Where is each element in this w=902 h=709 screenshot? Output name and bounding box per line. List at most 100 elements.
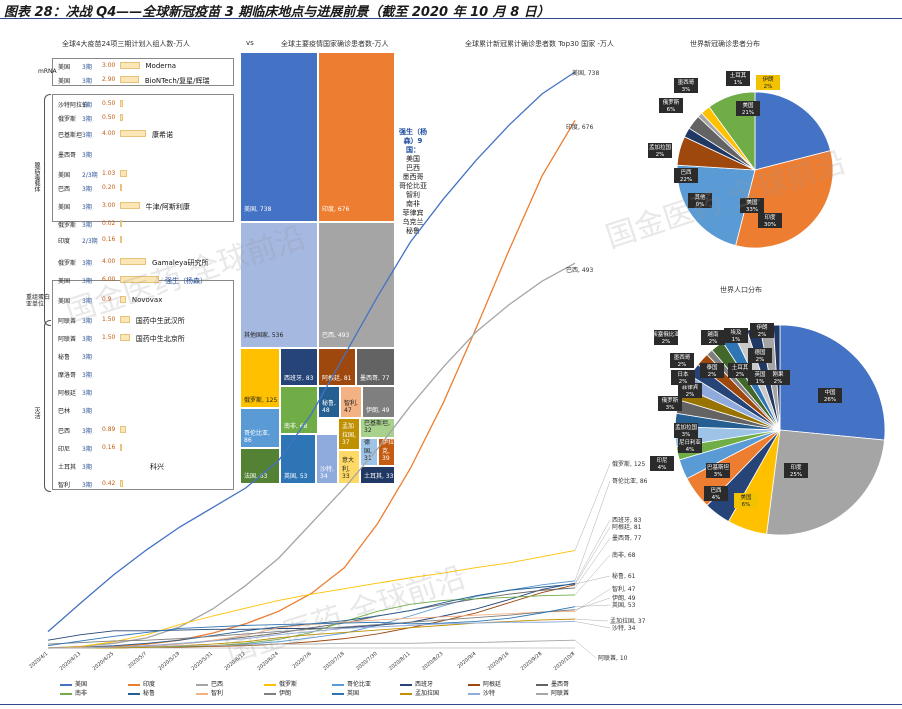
treemap-cell: 俄罗斯, 125 bbox=[240, 348, 280, 408]
trial-value: 4.00 bbox=[102, 130, 116, 137]
trial-country: 阿联酋 bbox=[58, 336, 77, 343]
series-end-label: 南非, 68 bbox=[612, 551, 636, 559]
pie-label-box bbox=[818, 388, 842, 403]
trial-country: 土耳其 bbox=[58, 464, 77, 471]
pie-label-name: 其他 bbox=[694, 193, 706, 201]
pie-label-pct: 6% bbox=[742, 502, 751, 508]
pie-label-box bbox=[678, 438, 702, 453]
pie-label-pct: 2% bbox=[756, 357, 765, 363]
pie-label-box bbox=[756, 75, 780, 90]
legend-item: 巴西 bbox=[196, 679, 223, 688]
legend-label: 美国 bbox=[75, 681, 88, 688]
pie-label-box bbox=[671, 370, 695, 385]
trial-developer: 强生（杨森） bbox=[165, 277, 207, 285]
pie-label: 埃及1% bbox=[724, 328, 748, 343]
series-end-label: 阿联酋, 10 bbox=[598, 654, 628, 662]
trial-value: 1.50 bbox=[102, 316, 116, 323]
trial-value: 0.02 bbox=[102, 220, 116, 227]
pie-label-box bbox=[748, 370, 772, 385]
trial-developer: 康希诺 bbox=[152, 131, 173, 139]
treemap-label: 英国, 53 bbox=[284, 473, 308, 480]
series-line bbox=[47, 606, 576, 647]
pie-label-name: 孟加拉国 bbox=[675, 423, 698, 431]
pie-label-box bbox=[674, 168, 698, 183]
treemap-header: 全球主要疫情国家确诊患者数-万人 bbox=[281, 40, 389, 48]
pie-label-name: 刚果 bbox=[772, 370, 784, 378]
trial-country: 美国 bbox=[58, 278, 71, 285]
legend-swatch bbox=[468, 692, 480, 695]
leader-line bbox=[574, 554, 611, 596]
pie-label: 德国2% bbox=[748, 348, 772, 363]
treemap-cell: 巴西, 493 bbox=[318, 222, 395, 348]
legend-label: 阿联酋 bbox=[551, 690, 570, 697]
treemap-cell: 哥伦比亚, 86 bbox=[240, 408, 280, 448]
jnj-country: 南非 bbox=[406, 200, 420, 208]
trial-country: 摩洛哥 bbox=[58, 372, 77, 379]
treemap-cell: 印度, 676 bbox=[318, 52, 395, 222]
treemap-cell: 沙特, 34 bbox=[316, 434, 338, 484]
trial-bar bbox=[120, 276, 159, 283]
pie-label-box bbox=[670, 353, 694, 368]
trial-country: 巴林 bbox=[58, 408, 71, 415]
trial-bar bbox=[120, 480, 123, 487]
trial-phase: 3期 bbox=[82, 204, 92, 211]
trial-country: 俄罗斯 bbox=[58, 116, 77, 123]
legend-swatch bbox=[60, 692, 72, 695]
pie-label-name: 埃及 bbox=[730, 328, 742, 336]
treemap-label: 法国, 63 bbox=[244, 473, 268, 480]
leader-line bbox=[574, 597, 611, 610]
pie-label-name: 埃塞俄比亚 bbox=[652, 330, 680, 338]
trial-value: 4.00 bbox=[102, 258, 116, 265]
trial-value: 1.50 bbox=[102, 334, 116, 341]
trial-row: 美国 3期 3.00 牛津/阿斯利康 bbox=[30, 200, 235, 212]
jnj-country: 哥伦比亚 bbox=[399, 182, 427, 190]
trial-value: 3.00 bbox=[102, 202, 116, 209]
series-end-label: 巴西, 493 bbox=[566, 267, 593, 274]
trial-value: 3.00 bbox=[102, 62, 116, 69]
trial-developer: Novovax bbox=[131, 296, 163, 304]
pie-label-pct: 3% bbox=[682, 432, 691, 438]
jnj-country: 菲律宾 bbox=[402, 209, 424, 217]
trial-row: 俄罗斯 3期 0.50 bbox=[30, 112, 235, 124]
legend-swatch bbox=[196, 692, 208, 695]
pie-slice bbox=[766, 429, 885, 536]
pie-label-pct: 6% bbox=[667, 107, 676, 113]
pie-label-pct: 33% bbox=[746, 207, 758, 213]
treemap-label: 墨西哥, 77 bbox=[360, 375, 390, 382]
legend-label: 孟加拉国 bbox=[415, 690, 440, 697]
treemap-cell: 墨西哥, 77 bbox=[356, 348, 395, 386]
trial-bar bbox=[120, 130, 146, 137]
pie-label-name: 印度 bbox=[790, 463, 802, 471]
treemap-label: 智利, 47 bbox=[344, 400, 358, 414]
trial-developer: 国药中生北京所 bbox=[135, 335, 185, 343]
legend-item: 阿根廷 bbox=[468, 679, 501, 688]
pie-label-box bbox=[674, 423, 698, 438]
jnj-country: 乌克兰 bbox=[402, 218, 424, 226]
trial-phase: 3期 bbox=[82, 102, 92, 109]
pie-label-pct: 21% bbox=[742, 110, 754, 116]
legend-swatch bbox=[60, 683, 72, 686]
trial-bar bbox=[120, 296, 126, 303]
treemap-label: 德国, 31 bbox=[364, 439, 372, 462]
pie-label: 伊朗2% bbox=[750, 323, 774, 338]
series-end-label: 美国, 738 bbox=[572, 69, 599, 77]
trial-bar bbox=[120, 316, 130, 323]
series-line bbox=[47, 71, 576, 633]
trial-bar bbox=[120, 220, 122, 227]
series-end-label: 阿根廷, 81 bbox=[612, 523, 642, 531]
pie-label-box bbox=[674, 78, 698, 93]
legend-item: 阿联酋 bbox=[536, 688, 569, 697]
group-label-adenovirus: 腺病毒载体 bbox=[33, 162, 40, 192]
legend-swatch bbox=[264, 692, 276, 695]
legend-swatch bbox=[128, 683, 140, 686]
pie-label: 伊朗2% bbox=[756, 75, 780, 90]
pie-label-name: 巴西 bbox=[710, 487, 722, 494]
pie-label-pct: 2% bbox=[708, 372, 717, 378]
pie-label-box bbox=[701, 330, 725, 345]
trial-country: 俄罗斯 bbox=[58, 222, 77, 229]
